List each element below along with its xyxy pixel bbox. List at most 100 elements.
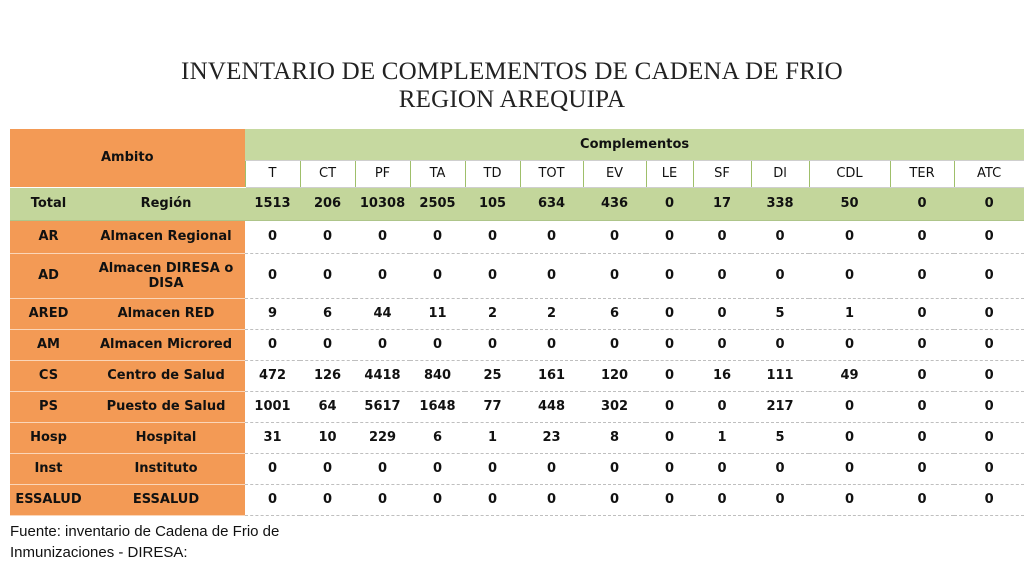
row-value: 77 <box>465 391 521 423</box>
column-header: LE <box>645 159 694 188</box>
row-value: 25 <box>465 360 521 392</box>
row-value: 0 <box>245 453 301 485</box>
row-code: AD <box>10 253 87 299</box>
column-header: T <box>244 159 301 188</box>
column-header: TD <box>464 159 521 188</box>
row-value: 1648 <box>410 391 466 423</box>
row-value: 0 <box>954 484 1024 516</box>
total-row: Total Región 1513 206 10308 2505 105 634 436 0 1… <box>10 187 1024 221</box>
row-value: 1 <box>693 422 752 454</box>
row-value: 0 <box>245 220 301 254</box>
row-value: 0 <box>693 453 752 485</box>
row-value: 0 <box>410 329 466 361</box>
column-header: ATC <box>953 159 1024 188</box>
row-code: AR <box>10 220 87 254</box>
total-value: 1513 <box>245 187 301 221</box>
table-row: CS Centro de Salud 472 126 4418 840 25 161 120 0 1… <box>10 360 1024 392</box>
source-note: Fuente: inventario de Cadena de Frio de … <box>10 521 330 563</box>
row-value: 0 <box>355 253 411 299</box>
row-value: 0 <box>954 253 1024 299</box>
row-value: 0 <box>520 329 584 361</box>
row-value: 0 <box>809 220 891 254</box>
ambito-header: Ambito <box>10 129 246 188</box>
row-value: 9 <box>245 298 301 330</box>
row-value: 0 <box>520 453 584 485</box>
row-value: 0 <box>890 220 955 254</box>
table-row: AR Almacen Regional 0 0 0 0 0 0 0 0 0 0 0 0 0 <box>10 220 1024 254</box>
row-name: Almacen Microred <box>87 329 246 361</box>
row-value: 448 <box>520 391 584 423</box>
row-value: 0 <box>693 329 752 361</box>
title-line-1: INVENTARIO DE COMPLEMENTOS DE CADENA DE … <box>181 58 843 85</box>
row-value: 16 <box>693 360 752 392</box>
row-code: ESSALUD <box>10 484 87 516</box>
row-value: 0 <box>954 422 1024 454</box>
row-value: 0 <box>751 329 810 361</box>
title-line-2: REGION AREQUIPA <box>398 86 626 113</box>
row-value: 1001 <box>245 391 301 423</box>
row-value: 0 <box>520 253 584 299</box>
column-header: TA <box>409 159 466 188</box>
row-value: 0 <box>646 422 694 454</box>
table-row: PS Puesto de Salud 1001 64 5617 1648 77 448 302 0… <box>10 391 1024 423</box>
row-value: 10 <box>300 422 356 454</box>
row-value: 0 <box>583 220 647 254</box>
row-value: 0 <box>954 298 1024 330</box>
row-value: 8 <box>583 422 647 454</box>
row-code: CS <box>10 360 87 392</box>
total-value: 0 <box>646 187 694 221</box>
row-value: 0 <box>890 298 955 330</box>
row-code: ARED <box>10 298 87 330</box>
row-name: Almacen DIRESA o DISA <box>87 253 246 299</box>
row-value: 0 <box>355 220 411 254</box>
row-value: 49 <box>809 360 891 392</box>
row-value: 0 <box>954 220 1024 254</box>
row-value: 0 <box>809 253 891 299</box>
column-header-row: T CT PF TA TD TOT EV LE SF Dl CDL TER ATC <box>10 159 1024 188</box>
row-value: 0 <box>355 453 411 485</box>
row-value: 0 <box>693 220 752 254</box>
row-value: 6 <box>300 298 356 330</box>
row-value: 0 <box>954 453 1024 485</box>
row-value: 0 <box>890 329 955 361</box>
total-value: 105 <box>465 187 521 221</box>
total-value: 0 <box>954 187 1024 221</box>
column-header: PF <box>354 159 411 188</box>
row-value: 0 <box>465 453 521 485</box>
row-value: 5617 <box>355 391 411 423</box>
row-value: 840 <box>410 360 466 392</box>
column-header: Dl <box>750 159 810 188</box>
row-value: 44 <box>355 298 411 330</box>
table-row: AD Almacen DIRESA o DISA 0 0 0 0 0 0 0 0 0 0 0 0 0 <box>10 253 1024 299</box>
row-value: 0 <box>693 253 752 299</box>
row-value: 0 <box>465 253 521 299</box>
row-value: 23 <box>520 422 584 454</box>
row-value: 0 <box>751 220 810 254</box>
row-name: Centro de Salud <box>87 360 246 392</box>
row-name: ESSALUD <box>87 484 246 516</box>
row-value: 5 <box>751 298 810 330</box>
page-title: INVENTARIO DE COMPLEMENTOS DE CADENA DE … <box>0 58 1024 114</box>
row-value: 4418 <box>355 360 411 392</box>
row-value: 0 <box>465 329 521 361</box>
row-value: 0 <box>300 329 356 361</box>
row-value: 0 <box>693 484 752 516</box>
row-value: 302 <box>583 391 647 423</box>
row-value: 0 <box>245 329 301 361</box>
inventory-table: Ambito Complementos T CT PF TA TD TOT EV LE SF Dl… <box>10 129 1024 516</box>
row-value: 0 <box>954 360 1024 392</box>
row-code: PS <box>10 391 87 423</box>
row-name: Almacen RED <box>87 298 246 330</box>
row-value: 0 <box>809 391 891 423</box>
row-value: 0 <box>583 253 647 299</box>
row-value: 0 <box>954 329 1024 361</box>
row-value: 0 <box>890 453 955 485</box>
column-header: SF <box>692 159 752 188</box>
row-value: 1 <box>809 298 891 330</box>
row-value: 6 <box>410 422 466 454</box>
total-value: 50 <box>809 187 891 221</box>
row-value: 0 <box>646 453 694 485</box>
total-name: Región <box>87 187 246 221</box>
column-header: TER <box>889 159 955 188</box>
row-value: 0 <box>583 453 647 485</box>
